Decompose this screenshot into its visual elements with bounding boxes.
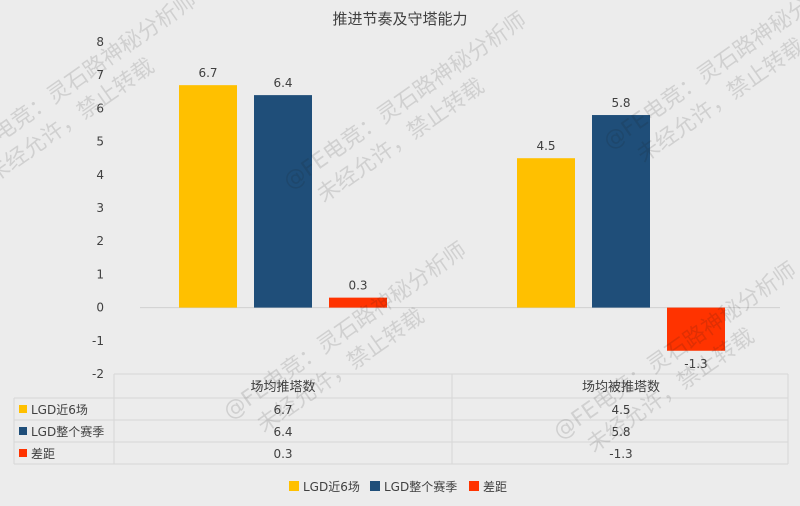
y-tick-label: 3 xyxy=(96,201,104,215)
table-series-label: 差距 xyxy=(31,447,55,461)
table-cell: 6.4 xyxy=(273,425,292,439)
y-tick-label: 4 xyxy=(96,168,104,182)
bar xyxy=(179,85,237,308)
data-label: 6.7 xyxy=(198,66,217,80)
bar xyxy=(329,297,387,308)
bar xyxy=(254,95,312,308)
table-legend-key xyxy=(19,405,27,413)
y-tick-label: 6 xyxy=(96,101,104,115)
table-legend-key xyxy=(19,449,27,457)
data-label: 5.8 xyxy=(611,96,630,110)
table-cell: -1.3 xyxy=(609,447,632,461)
table-series-label: LGD近6场 xyxy=(31,403,88,417)
y-tick-label: -2 xyxy=(92,367,104,381)
table-cell: 6.7 xyxy=(273,403,292,417)
bar xyxy=(667,307,725,351)
data-label: 4.5 xyxy=(536,139,555,153)
y-tick-label: 7 xyxy=(96,68,104,82)
plot-area: 6.7 6.4 0.3 4.5 5.8 -1.3 xyxy=(140,66,780,371)
y-tick-label: 0 xyxy=(96,301,104,315)
data-label: 6.4 xyxy=(273,76,292,90)
table-cell: 4.5 xyxy=(611,403,630,417)
legend-swatch xyxy=(469,481,479,491)
legend-label: 差距 xyxy=(483,480,507,494)
y-tick-label: 5 xyxy=(96,135,104,149)
legend: LGD近6场 LGD整个赛季 差距 xyxy=(289,479,507,494)
chart-title: 推进节奏及守塔能力 xyxy=(332,10,467,28)
x-category-label: 场均被推塔数 xyxy=(582,380,660,395)
legend-swatch xyxy=(370,481,380,491)
table-series-label: LGD整个赛季 xyxy=(31,424,104,439)
legend-label: LGD整个赛季 xyxy=(384,479,457,494)
data-table: 场均推塔数 场均被推塔数 LGD近6场 6.7 4.5 LGD整个赛季 6.4 5.8 差距 0.… xyxy=(13,373,789,465)
bar xyxy=(517,158,575,308)
y-tick-label: 1 xyxy=(96,267,104,281)
legend-label: LGD近6场 xyxy=(303,480,360,494)
table-cell: 0.3 xyxy=(273,447,292,461)
bar xyxy=(592,115,650,308)
data-label: 0.3 xyxy=(348,279,367,293)
y-tick-label: -1 xyxy=(92,334,104,348)
y-axis: -2 -1 0 1 2 3 4 5 6 7 8 xyxy=(92,35,104,381)
y-tick-label: 8 xyxy=(96,35,104,49)
data-label: -1.3 xyxy=(684,357,707,371)
x-category-label: 场均推塔数 xyxy=(250,380,315,395)
legend-swatch xyxy=(289,481,299,491)
table-legend-key xyxy=(19,427,27,435)
table-cell: 5.8 xyxy=(611,425,630,439)
y-tick-label: 2 xyxy=(96,234,104,248)
